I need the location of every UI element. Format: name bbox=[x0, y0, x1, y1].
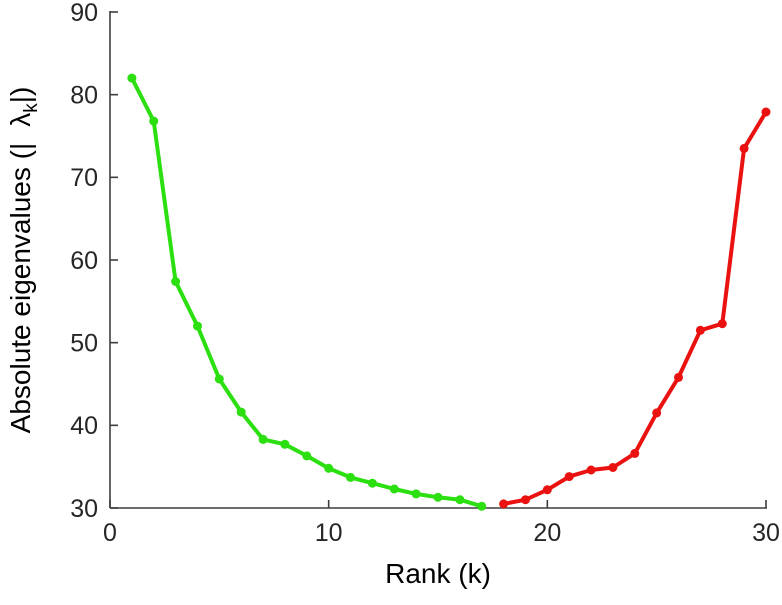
y-axis-label-suffix: |) bbox=[5, 87, 36, 104]
data-point-marker-leading-eigenvalues-green bbox=[411, 489, 421, 499]
data-point-marker-trailing-eigenvalues-red bbox=[564, 472, 574, 482]
data-point-marker-leading-eigenvalues-green bbox=[280, 439, 290, 449]
y-tick-label: 70 bbox=[70, 164, 98, 192]
x-tick-label: 30 bbox=[752, 519, 780, 547]
data-point-marker-leading-eigenvalues-green bbox=[455, 495, 465, 505]
series bbox=[127, 73, 771, 511]
data-point-marker-leading-eigenvalues-green bbox=[433, 492, 443, 502]
data-point-marker-trailing-eigenvalues-red bbox=[542, 485, 552, 495]
data-point-marker-leading-eigenvalues-green bbox=[127, 73, 137, 83]
data-point-marker-leading-eigenvalues-green bbox=[389, 484, 399, 494]
data-point-marker-leading-eigenvalues-green bbox=[149, 116, 159, 126]
data-point-marker-trailing-eigenvalues-red bbox=[652, 408, 662, 418]
data-point-marker-trailing-eigenvalues-red bbox=[608, 463, 618, 472]
lambda-symbol: λ bbox=[5, 113, 36, 127]
x-tick-label: 20 bbox=[533, 519, 561, 547]
data-point-marker-trailing-eigenvalues-red bbox=[674, 372, 683, 382]
y-tick-label: 90 bbox=[70, 0, 98, 27]
x-tick-label: 10 bbox=[315, 519, 343, 547]
data-point-marker-leading-eigenvalues-green bbox=[346, 472, 355, 482]
data-point-marker-leading-eigenvalues-green bbox=[367, 478, 377, 488]
y-tick-label: 80 bbox=[70, 81, 98, 109]
lambda-subscript: k bbox=[21, 103, 42, 113]
data-point-marker-leading-eigenvalues-green bbox=[324, 463, 334, 473]
data-point-marker-leading-eigenvalues-green bbox=[214, 374, 224, 384]
data-point-marker-trailing-eigenvalues-red bbox=[499, 499, 509, 509]
x-axis-label: Rank (k) bbox=[385, 558, 491, 589]
y-axis-label-prefix: Absolute eigenvalues (| bbox=[5, 143, 36, 434]
y-tick-label: 40 bbox=[70, 412, 98, 440]
series-line-leading-eigenvalues-green bbox=[129, 76, 484, 509]
data-point-marker-leading-eigenvalues-green bbox=[236, 407, 246, 417]
data-point-marker-trailing-eigenvalues-red bbox=[739, 143, 749, 153]
y-axis-label: Absolute eigenvalues (| λk|) bbox=[5, 87, 42, 434]
y-tick-label: 50 bbox=[70, 329, 98, 357]
data-point-marker-leading-eigenvalues-green bbox=[193, 321, 202, 331]
data-point-marker-trailing-eigenvalues-red bbox=[761, 107, 771, 117]
y-tick-label: 30 bbox=[70, 495, 98, 523]
x-tick-label: 0 bbox=[103, 519, 117, 547]
data-point-marker-trailing-eigenvalues-red bbox=[695, 325, 705, 335]
data-point-marker-trailing-eigenvalues-red bbox=[586, 465, 596, 475]
series-line-trailing-eigenvalues-red bbox=[501, 110, 768, 506]
axes: 0 10 20 30 30 40 50 60 70 80 90 bbox=[70, 0, 780, 547]
data-point-marker-leading-eigenvalues-green bbox=[477, 501, 487, 511]
data-point-marker-trailing-eigenvalues-red bbox=[630, 448, 640, 458]
y-tick-label: 60 bbox=[70, 247, 98, 275]
data-point-marker-trailing-eigenvalues-red bbox=[717, 319, 727, 329]
data-point-marker-trailing-eigenvalues-red bbox=[521, 495, 530, 505]
data-point-marker-leading-eigenvalues-green bbox=[302, 451, 312, 461]
data-point-marker-leading-eigenvalues-green bbox=[258, 434, 268, 444]
data-point-marker-leading-eigenvalues-green bbox=[171, 277, 181, 286]
